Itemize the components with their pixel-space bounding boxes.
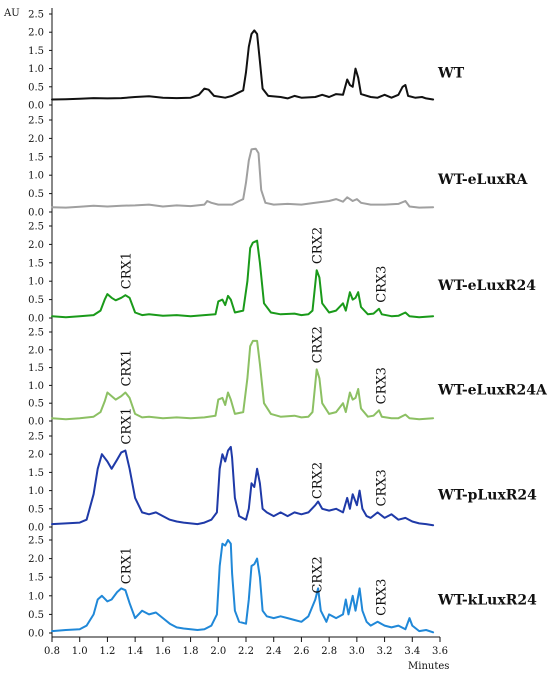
y-tick-label: 0.0 — [28, 208, 44, 219]
series-line — [51, 339, 435, 421]
x-tick-label: 3.0 — [349, 646, 365, 657]
y-tick-label: 1.0 — [28, 64, 44, 75]
y-unit-label: AU — [3, 8, 20, 19]
series-line — [51, 147, 435, 209]
x-tick-label: 3.4 — [404, 646, 420, 657]
y-tick-label: 0.5 — [28, 504, 44, 515]
x-tick-label: 2.8 — [321, 646, 337, 657]
peak-label-crx2: CRX2 — [311, 326, 326, 363]
series-line — [51, 445, 435, 527]
x-unit-label: Minutes — [408, 661, 449, 672]
peak-label-crx2: CRX2 — [311, 227, 326, 264]
y-tick-label: 2.5 — [28, 328, 44, 339]
y-tick-label: 1.5 — [28, 573, 44, 584]
peak-label-crx1: CRX1 — [119, 547, 134, 584]
peak-label-crx2: CRX2 — [311, 462, 326, 499]
x-tick-label: 3.2 — [377, 646, 393, 657]
y-tick-label: 0.5 — [28, 295, 44, 306]
y-tick-label: 2.0 — [28, 28, 44, 39]
series-line — [51, 539, 435, 634]
x-tick-label: 1.8 — [183, 646, 199, 657]
x-tick-label: 2.6 — [293, 646, 309, 657]
y-tick-label: 0.5 — [28, 82, 44, 93]
y-tick-label: 1.0 — [28, 591, 44, 602]
y-tick-label: 1.5 — [28, 363, 44, 374]
y-tick-label: 2.5 — [28, 222, 44, 233]
peak-label-crx1: CRX1 — [119, 349, 134, 386]
y-tick-label: 2.0 — [28, 450, 44, 461]
series-label: WT-eLuxR24A — [437, 383, 548, 399]
y-tick-label: 1.0 — [28, 277, 44, 288]
y-tick-label: 2.5 — [28, 432, 44, 443]
y-tick-label: 2.0 — [28, 134, 44, 145]
y-tick-label: 1.0 — [28, 486, 44, 497]
peak-label-crx3: CRX3 — [374, 367, 389, 404]
x-tick-label: 1.4 — [127, 646, 143, 657]
y-tick-label: 0.0 — [28, 417, 44, 428]
peak-label-crx3: CRX3 — [374, 266, 389, 303]
x-tick-label: 2.4 — [266, 646, 282, 657]
y-tick-label: 1.5 — [28, 468, 44, 479]
peak-label-crx2: CRX2 — [311, 556, 326, 593]
x-tick-label: 1.2 — [99, 646, 115, 657]
x-tick-label: 3.6 — [432, 646, 448, 657]
series-label: WT-pLuxR24 — [437, 488, 537, 504]
series-line — [51, 239, 435, 319]
y-tick-label: 1.5 — [28, 46, 44, 57]
panel-wt-eluxr24: 0.0 0.5 1.0 1.5 2.0 2.5 WT-eLuxR24 CRX1 CRX2 CRX3 — [28, 222, 536, 325]
series-label: WT — [437, 66, 465, 82]
y-tick-label: 0.5 — [28, 610, 44, 621]
y-tick-label: 0.0 — [28, 314, 44, 325]
y-tick-label: 2.5 — [28, 10, 44, 21]
panel-wt-eluxra: 0.0 0.5 1.0 1.5 2.0 2.5 WT-eLuxRA — [28, 116, 528, 219]
y-tick-label: 2.0 — [28, 554, 44, 565]
peak-label-crx3: CRX3 — [374, 469, 389, 506]
peak-label-crx1: CRX1 — [119, 407, 134, 444]
series-line — [51, 29, 435, 101]
panel-wt-pluxr24: 0.0 0.5 1.0 1.5 2.0 2.5 WT-pLuxR24 CRX1 CRX2 CRX3 — [28, 407, 537, 533]
x-tick-label: 1.0 — [72, 646, 88, 657]
y-tick-label: 2.0 — [28, 240, 44, 251]
panel-wt: 0.0 0.5 1.0 1.5 2.0 2.5 WT — [28, 10, 465, 112]
panel-wt-kluxr24: 0.0 0.5 1.0 1.5 2.0 2.5 WT-kLuxR24 CRX1 CRX2 CRX3 — [28, 536, 537, 640]
y-tick-label: 2.5 — [28, 116, 44, 127]
series-label: WT-eLuxRA — [437, 172, 529, 188]
y-tick-label: 0.0 — [28, 101, 44, 112]
y-tick-label: 2.5 — [28, 536, 44, 547]
y-tick-label: 0.0 — [28, 629, 44, 640]
y-tick-label: 1.0 — [28, 171, 44, 182]
y-tick-label: 1.5 — [28, 258, 44, 269]
x-axis: 0.8 1.0 1.2 1.4 1.6 1.8 2.0 2.2 2.4 2.6 2.8 3.0 3.2 3… — [44, 636, 448, 657]
panels: 0.0 0.5 1.0 1.5 2.0 2.5 WT 0.0 0.5 1.0 1.5 2.0 2.5 WT… — [28, 8, 548, 640]
panel-wt-eluxr24a: 0.0 0.5 1.0 1.5 2.0 2.5 WT-eLuxR24A CRX1 CRX2 CRX… — [28, 326, 548, 427]
y-tick-label: 2.0 — [28, 345, 44, 356]
y-tick-label: 0.0 — [28, 523, 44, 534]
series-label: WT-kLuxR24 — [437, 593, 537, 609]
x-tick-label: 2.0 — [210, 646, 226, 657]
x-tick-label: 0.8 — [44, 646, 60, 657]
y-tick-label: 0.5 — [28, 399, 44, 410]
y-tick-label: 1.5 — [28, 152, 44, 163]
series-label: WT-eLuxR24 — [437, 278, 536, 294]
x-tick-label: 2.2 — [238, 646, 254, 657]
peak-label-crx1: CRX1 — [119, 252, 134, 289]
x-tick-label: 1.6 — [155, 646, 171, 657]
peak-label-crx3: CRX3 — [374, 579, 389, 616]
y-tick-label: 1.0 — [28, 381, 44, 392]
y-tick-label: 0.5 — [28, 189, 44, 200]
